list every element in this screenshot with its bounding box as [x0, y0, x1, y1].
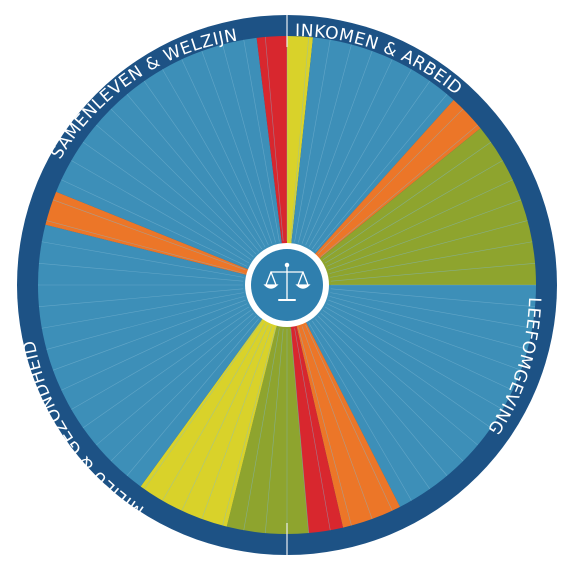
slice-divider — [201, 50, 273, 244]
slice-divider — [326, 179, 513, 267]
slice-divider — [305, 324, 393, 511]
slice-divider — [71, 306, 250, 410]
slice-divider — [61, 303, 248, 391]
wheel-segment — [56, 37, 287, 285]
slice-divider — [322, 309, 492, 429]
slice-divider — [298, 44, 352, 243]
slice-divider — [328, 299, 522, 371]
slice-divider — [317, 108, 464, 255]
slice-divider — [330, 263, 536, 282]
slice-divider — [143, 80, 263, 250]
quadrant-separators — [286, 15, 288, 555]
slice-divider — [329, 296, 528, 350]
slice-divider — [38, 288, 244, 307]
slice-divider — [222, 44, 276, 243]
slice-divider — [265, 36, 284, 242]
slice-divider — [308, 322, 412, 501]
slice-dividers — [38, 36, 536, 534]
slice-divider — [46, 296, 245, 350]
slice-divider — [301, 50, 373, 244]
slice-divider — [243, 39, 280, 242]
slice-divider — [290, 328, 309, 534]
slice-divider — [96, 124, 254, 257]
slice-divider — [181, 59, 269, 246]
slice-divider — [46, 220, 245, 274]
slice-divider — [328, 199, 522, 271]
slice-divider — [243, 328, 280, 531]
slice-divider — [311, 320, 431, 490]
slice-divider — [330, 241, 533, 278]
slice-divider — [143, 320, 263, 490]
slice-divider — [315, 318, 448, 476]
slice-divider — [82, 141, 252, 261]
slice-divider — [315, 94, 448, 252]
slice-divider — [38, 263, 244, 282]
wheel-segment — [287, 128, 536, 285]
slice-divider — [330, 288, 536, 307]
slice-divider — [308, 69, 412, 248]
slice-divider — [320, 124, 478, 257]
slice-divider — [317, 315, 464, 462]
slice-divider — [61, 179, 248, 267]
wheel-segment — [140, 285, 287, 527]
slice-divider — [294, 39, 331, 242]
slice-divider — [301, 326, 373, 520]
slice-divider — [52, 299, 246, 371]
scales-of-justice-icon — [263, 262, 311, 301]
slice-divider — [41, 241, 244, 278]
slice-divider — [294, 328, 331, 531]
slice-divider — [311, 80, 431, 250]
slice-divider — [181, 324, 269, 511]
slice-divider — [110, 315, 257, 462]
wheel-segment — [226, 285, 309, 534]
slice-divider — [298, 327, 352, 526]
slice-divider — [320, 313, 478, 446]
slice-divider — [71, 160, 250, 264]
slice-divider — [324, 306, 503, 410]
slice-divider — [326, 303, 513, 391]
slice-divider — [201, 326, 273, 520]
slice-divider — [126, 94, 259, 252]
wheel-segment — [287, 35, 314, 285]
slice-divider — [290, 36, 309, 242]
slice-divider — [126, 318, 259, 476]
slice-divider — [52, 199, 246, 271]
wheel-segment — [256, 36, 287, 285]
wheel-segment — [287, 285, 344, 534]
slice-divider — [265, 328, 284, 534]
wheel-segment — [45, 191, 288, 285]
slice-divider — [41, 292, 244, 329]
slice-divider — [305, 59, 393, 246]
slice-divider — [82, 309, 252, 429]
wheel-segment — [287, 37, 454, 285]
slice-divider — [222, 327, 276, 526]
slice-divider — [322, 141, 492, 261]
slice-divider — [330, 292, 533, 329]
slice-divider — [162, 69, 266, 248]
slice-divider — [162, 322, 266, 501]
slice-divider — [96, 313, 254, 446]
wheel-segment — [287, 99, 481, 286]
hub — [245, 243, 329, 327]
slice-divider — [110, 108, 257, 255]
slice-divider — [324, 160, 503, 264]
wheel-segment — [287, 285, 536, 507]
slice-divider — [329, 220, 528, 274]
